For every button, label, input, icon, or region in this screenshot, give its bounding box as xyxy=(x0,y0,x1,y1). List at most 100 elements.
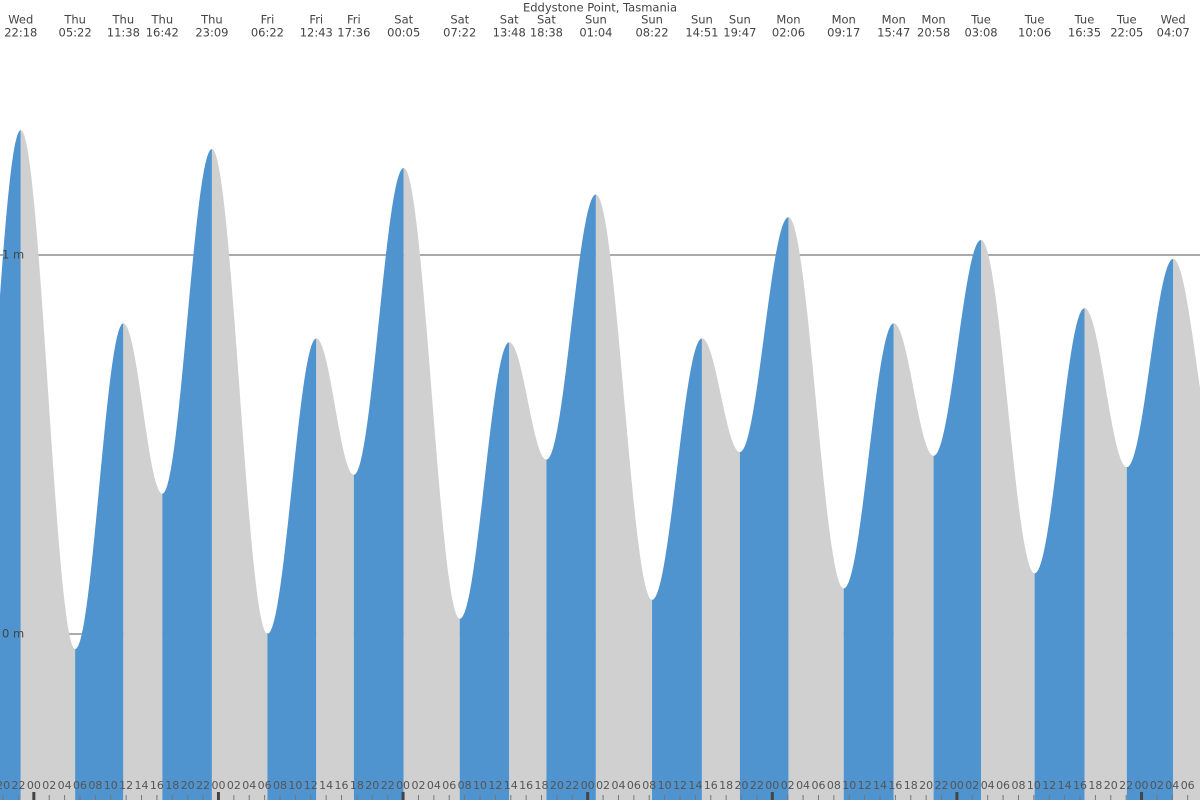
x-tick-label: 04 xyxy=(242,779,256,792)
x-tick-label: 16 xyxy=(335,779,349,792)
extreme-time: 12:43 xyxy=(300,26,333,40)
x-tick-label: 00 xyxy=(27,779,41,792)
x-tick-label: 04 xyxy=(427,779,441,792)
extreme-day: Thu xyxy=(63,13,86,27)
falling-tide xyxy=(595,194,653,800)
extreme-day: Wed xyxy=(1161,13,1186,27)
x-tick-label: 14 xyxy=(504,779,518,792)
extreme-day: Sat xyxy=(394,13,413,27)
x-tick-label: 12 xyxy=(119,779,133,792)
extreme-time: 20:58 xyxy=(917,26,950,40)
rising-tide xyxy=(267,338,317,800)
x-tick-label: 20 xyxy=(365,779,379,792)
extreme-time: 22:18 xyxy=(4,26,37,40)
x-tick-label: 02 xyxy=(42,779,56,792)
x-tick-label: 14 xyxy=(688,779,702,792)
x-tick-label: 12 xyxy=(673,779,687,792)
x-tick-label: 20 xyxy=(0,779,10,792)
extreme-day: Tue xyxy=(1116,13,1137,27)
x-tick-label: 02 xyxy=(227,779,241,792)
x-tick-label: 06 xyxy=(627,779,641,792)
x-tick-label: 22 xyxy=(565,779,579,792)
x-tick-label: 00 xyxy=(581,779,595,792)
extreme-day: Sun xyxy=(729,13,751,27)
x-tick-label: 04 xyxy=(58,779,72,792)
extreme-time: 08:22 xyxy=(635,26,668,40)
x-tick-label: 08 xyxy=(1011,779,1025,792)
extreme-day: Mon xyxy=(776,13,800,27)
rising-tide xyxy=(1126,258,1174,800)
extreme-day: Mon xyxy=(832,13,856,27)
falling-tide xyxy=(893,323,934,800)
falling-tide xyxy=(403,167,460,800)
x-tick-label: 06 xyxy=(258,779,272,792)
x-tick-label: 08 xyxy=(642,779,656,792)
rising-tide xyxy=(459,342,510,800)
extreme-time: 07:22 xyxy=(443,26,476,40)
rising-tide xyxy=(75,323,124,800)
x-tick-label: 02 xyxy=(1150,779,1164,792)
rising-tide xyxy=(0,129,21,800)
x-tick-label: 08 xyxy=(88,779,102,792)
x-tick-label: 14 xyxy=(873,779,887,792)
x-tick-label: 10 xyxy=(842,779,856,792)
extreme-time: 18:38 xyxy=(530,26,563,40)
x-tick-label: 22 xyxy=(196,779,210,792)
y-tick-label: 0 m xyxy=(2,627,24,641)
falling-tide xyxy=(1173,258,1200,800)
extreme-time: 05:22 xyxy=(59,26,92,40)
extreme-day: Mon xyxy=(882,13,906,27)
extreme-time: 16:35 xyxy=(1068,26,1101,40)
chart-title: Eddystone Point, Tasmania xyxy=(523,1,677,15)
x-tick-label: 12 xyxy=(1042,779,1056,792)
x-tick-label: 18 xyxy=(535,779,549,792)
x-tick-label: 02 xyxy=(411,779,425,792)
x-tick-label: 22 xyxy=(381,779,395,792)
x-tick-label: 06 xyxy=(996,779,1010,792)
extreme-day: Mon xyxy=(921,13,945,27)
y-tick-label: 1 m xyxy=(2,248,24,262)
extreme-day: Wed xyxy=(8,13,33,27)
rising-tide xyxy=(546,194,596,800)
x-tick-label: 10 xyxy=(658,779,672,792)
x-tick-label: 04 xyxy=(1165,779,1179,792)
x-tick-label: 00 xyxy=(211,779,225,792)
x-tick-label: 20 xyxy=(181,779,195,792)
rising-tide xyxy=(162,148,212,800)
x-tick-label: 06 xyxy=(811,779,825,792)
extreme-day: Sun xyxy=(585,13,607,27)
x-tick-label: 00 xyxy=(396,779,410,792)
x-tick-label: 00 xyxy=(950,779,964,792)
rising-tide xyxy=(353,167,404,800)
falling-tide xyxy=(701,338,740,800)
extreme-time: 16:42 xyxy=(146,26,179,40)
falling-tide xyxy=(123,323,163,800)
extreme-day: Sat xyxy=(500,13,519,27)
x-tick-label: 22 xyxy=(935,779,949,792)
extreme-day: Thu xyxy=(112,13,135,27)
x-tick-label: 20 xyxy=(550,779,564,792)
falling-tide xyxy=(20,129,76,800)
extreme-time: 06:22 xyxy=(251,26,284,40)
x-tick-label: 06 xyxy=(73,779,87,792)
extreme-day: Fri xyxy=(309,13,323,27)
x-tick-label: 18 xyxy=(904,779,918,792)
extreme-time: 01:04 xyxy=(579,26,612,40)
extreme-time: 09:17 xyxy=(827,26,860,40)
x-tick-label: 22 xyxy=(1119,779,1133,792)
x-tick-label: 02 xyxy=(596,779,610,792)
extreme-time: 03:08 xyxy=(964,26,997,40)
extreme-day: Sat xyxy=(537,13,556,27)
extreme-day: Tue xyxy=(970,13,991,27)
extreme-day: Sat xyxy=(450,13,469,27)
falling-tide xyxy=(981,239,1035,800)
x-tick-label: 06 xyxy=(1181,779,1195,792)
x-tick-label: 08 xyxy=(458,779,472,792)
x-tick-label: 20 xyxy=(1104,779,1118,792)
x-tick-label: 18 xyxy=(165,779,179,792)
falling-tide xyxy=(509,342,547,800)
extreme-day: Sun xyxy=(641,13,663,27)
rising-tide xyxy=(933,239,982,800)
x-tick-label: 18 xyxy=(1088,779,1102,792)
